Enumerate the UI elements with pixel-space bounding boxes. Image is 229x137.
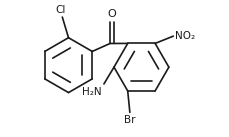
Text: Cl: Cl	[55, 5, 65, 15]
Text: O: O	[108, 9, 116, 19]
Text: NO₂: NO₂	[175, 31, 195, 41]
Text: H₂N: H₂N	[82, 87, 102, 97]
Text: Br: Br	[124, 115, 136, 125]
